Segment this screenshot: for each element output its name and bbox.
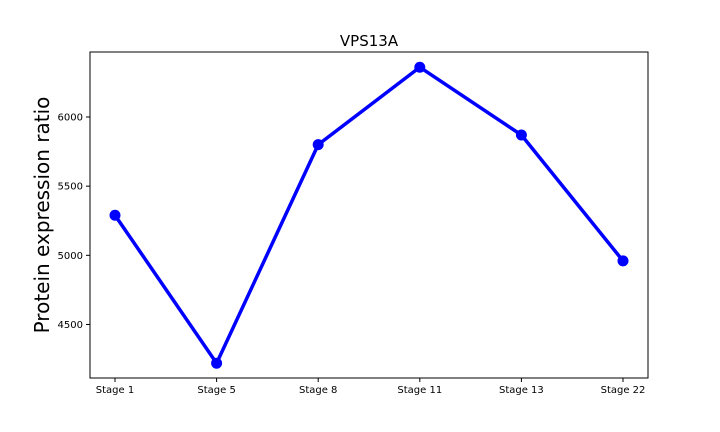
x-tick-label: Stage 1 xyxy=(96,385,134,396)
x-tick-label: Stage 5 xyxy=(197,385,235,396)
y-tick-label: 6000 xyxy=(58,113,83,124)
y-tick-label: 5000 xyxy=(58,251,83,262)
x-tick-label: Stage 13 xyxy=(499,385,544,396)
x-axis: Stage 1 Stage 5 Stage 8 Stage 11 Stage 13 Sta… xyxy=(96,378,646,396)
y-axis-label: Protein expression ratio xyxy=(30,97,54,334)
data-point xyxy=(617,255,629,267)
x-tick-label: Stage 8 xyxy=(299,385,337,396)
y-tick-label: 4500 xyxy=(58,320,83,331)
data-point xyxy=(414,61,426,73)
data-point xyxy=(211,357,223,369)
y-axis: 4500 5000 5500 6000 xyxy=(58,113,90,331)
plot-area-frame xyxy=(89,51,649,379)
x-tick-label: Stage 22 xyxy=(601,385,646,396)
x-tick-label: Stage 11 xyxy=(397,385,442,396)
data-point xyxy=(109,209,121,221)
series-group xyxy=(109,61,629,369)
chart-title: VPS13A xyxy=(340,32,399,50)
data-point xyxy=(515,129,527,141)
data-point xyxy=(312,139,324,151)
series-line xyxy=(113,65,625,365)
y-tick-label: 5500 xyxy=(58,182,83,193)
